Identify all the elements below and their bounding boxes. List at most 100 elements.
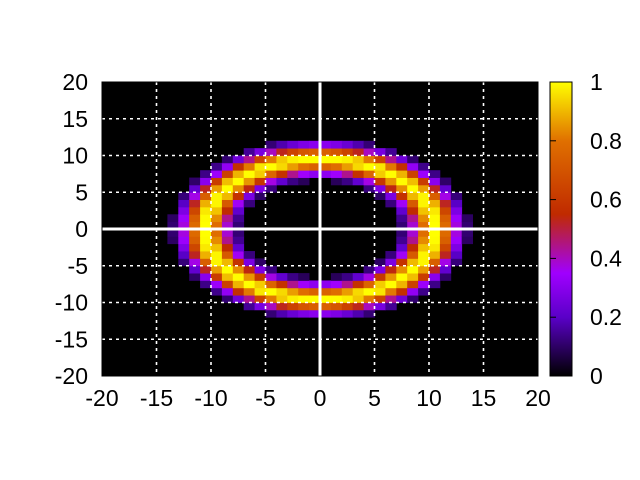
heatmap-cell	[352, 140, 364, 149]
heatmap-cell	[363, 309, 375, 318]
heatmap-cell	[243, 295, 255, 303]
heatmap-cell	[396, 221, 408, 230]
heatmap-cell	[232, 287, 245, 296]
heatmap-cell	[439, 177, 452, 186]
heatmap-cell	[374, 302, 386, 311]
y-tick-label: 10	[62, 143, 88, 169]
heatmap-cell	[211, 221, 223, 230]
heatmap-cell	[407, 170, 419, 178]
heatmap-cell	[450, 258, 463, 267]
heatmap-cell	[200, 192, 212, 200]
heatmap-cell	[418, 184, 430, 193]
heatmap-cell	[330, 273, 343, 281]
heatmap-cell	[320, 280, 332, 289]
heatmap-cell	[385, 162, 397, 171]
heatmap-cell	[450, 243, 463, 252]
heatmap-cell	[221, 287, 234, 296]
heatmap-cell	[287, 273, 299, 281]
heatmap-cell	[363, 273, 375, 281]
heatmap-cell	[385, 251, 397, 259]
heatmap-cell	[309, 148, 321, 156]
heatmap-cell	[407, 192, 419, 200]
heatmap-cell	[265, 155, 277, 164]
heatmap-cell	[200, 251, 212, 259]
heatmap-cell	[396, 265, 408, 274]
heatmap-cell	[298, 155, 310, 164]
heatmap-cell	[429, 258, 441, 267]
heatmap-cell	[232, 162, 245, 171]
heatmap-cell	[276, 170, 288, 178]
heatmap-cell	[407, 295, 419, 303]
heatmap-cell	[374, 273, 386, 281]
heatmap-cell	[189, 199, 201, 208]
heatmap-cell	[418, 162, 430, 171]
heatmap-cell	[418, 199, 430, 208]
heatmap-cell	[189, 265, 201, 274]
heatmap-cell	[211, 265, 223, 274]
heatmap-cell	[167, 214, 179, 223]
heatmap-cell	[211, 280, 223, 289]
heatmap-cell	[178, 214, 190, 223]
colorbar-tick-label: 0.8	[590, 128, 622, 154]
heatmap-cell	[363, 295, 375, 303]
heatmap-cell	[265, 170, 277, 178]
heatmap-cell	[200, 273, 212, 281]
heatmap-cell	[407, 155, 419, 164]
heatmap-cell	[450, 236, 463, 245]
heatmap-cell	[330, 280, 343, 289]
heatmap-cell	[276, 295, 288, 303]
heatmap-cell	[418, 251, 430, 259]
heatmap-cell	[298, 140, 310, 149]
heatmap-cell	[320, 295, 332, 303]
heatmap-cell	[330, 162, 343, 171]
x-tick-label: 20	[525, 385, 551, 411]
heatmap-cell	[276, 287, 288, 296]
heatmap-cell	[330, 309, 343, 318]
heatmap-cell	[265, 184, 277, 193]
heatmap-cell	[330, 287, 343, 296]
heatmap-cell	[341, 287, 354, 296]
heatmap-cell	[320, 309, 332, 318]
heatmap-cell	[439, 214, 452, 223]
heatmap-cell	[374, 265, 386, 274]
heatmap-cell	[429, 177, 441, 186]
heatmap-cell	[298, 170, 310, 178]
y-tick-label: 15	[62, 106, 88, 132]
heatmap-cell	[287, 302, 299, 311]
heatmap-cell	[352, 162, 364, 171]
colorbar-tick-label: 0	[590, 363, 603, 389]
heatmap-cell	[352, 309, 364, 318]
heatmap-cell	[352, 177, 364, 186]
heatmap-cell	[429, 170, 441, 178]
heatmap-cell	[189, 243, 201, 252]
heatmap-cell	[232, 206, 245, 215]
heatmap-cell	[385, 258, 397, 267]
heatmap-cell	[374, 162, 386, 171]
heatmap-cell	[309, 140, 321, 149]
heatmap-cell	[374, 287, 386, 296]
heatmap-cell	[352, 295, 364, 303]
heatmap-cell	[221, 236, 234, 245]
heatmap-cell	[439, 206, 452, 215]
heatmap-cell	[320, 155, 332, 164]
heatmap-cell	[232, 265, 245, 274]
heatmap-cell	[254, 162, 266, 171]
heatmap-cell	[320, 287, 332, 296]
heatmap-cell	[276, 155, 288, 164]
heatmap-cell	[221, 177, 234, 186]
heatmap-cell	[232, 155, 245, 164]
heatmap-cell	[276, 302, 288, 311]
heatmap-cell	[439, 221, 452, 230]
heatmap-cell	[243, 162, 255, 171]
heatmap-cell	[243, 170, 255, 178]
heatmap-cell	[221, 206, 234, 215]
heatmap-cell	[221, 184, 234, 193]
heatmap-cell	[221, 221, 234, 230]
heatmap-cell	[276, 273, 288, 281]
heatmap-cell	[429, 199, 441, 208]
heatmap-cell	[439, 229, 452, 237]
heatmap-cell	[232, 229, 245, 237]
heatmap-cell	[385, 184, 397, 193]
heatmap-cell	[385, 295, 397, 303]
plot-frame	[101, 81, 539, 377]
